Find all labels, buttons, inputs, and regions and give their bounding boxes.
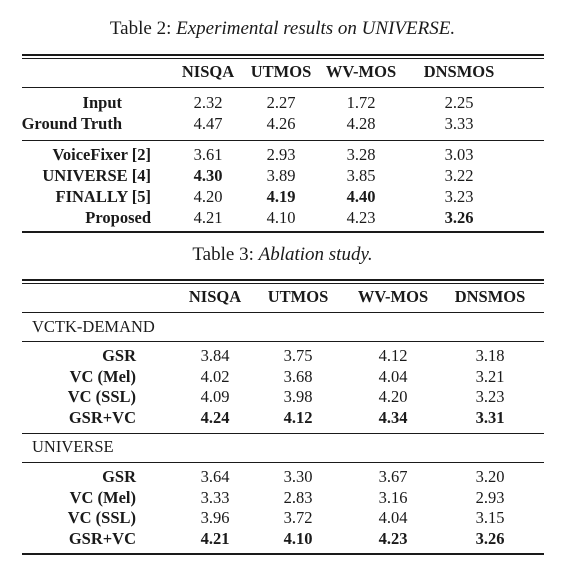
row-label: UNIVERSE [4] [42,166,151,185]
table3-caption-prefix: Table 3: [192,244,254,265]
table-cell: 3.03 [444,145,474,164]
table-cell: 3.33 [444,114,474,133]
table3-top-rule-inner [22,283,544,284]
table-cell: 4.20 [378,387,408,406]
table2-bottom-rule [22,231,544,233]
table-cell: 4.34 [378,407,408,427]
table2-top-rule-inner [22,58,544,59]
table-cell: 3.68 [283,366,313,386]
table-cell: 3.22 [444,166,474,185]
table-cell: 3.16 [378,487,408,507]
table3-section2-title: UNIVERSE [32,437,114,456]
table-cell: 3.33 [200,487,230,507]
table-cell: 4.02 [200,366,230,386]
column-header: NISQA [181,62,235,81]
table3-section-divider [22,433,544,434]
row-label: VoiceFixer [2] [52,145,151,164]
column-header: UTMOS [250,62,312,81]
table-cell: 3.23 [475,387,505,406]
table3-caption: Table 3: Ablation study. [0,244,565,266]
table-cell: 4.40 [346,187,376,206]
table-cell: 2.25 [444,93,474,112]
table3-header-rule [22,312,544,313]
column-header: DNSMOS [423,62,495,81]
table-cell: 3.28 [346,145,376,164]
table-cell: 4.26 [266,114,296,133]
table-cell: 3.72 [283,508,313,527]
table3-caption-title: Ablation study. [258,244,373,265]
row-label: GSR+VC [68,528,136,548]
table-cell: 3.18 [475,346,505,365]
table-cell: 4.21 [200,528,230,548]
column-header: DNSMOS [454,287,526,306]
table-cell: 3.26 [444,208,474,227]
table-cell: 3.75 [283,346,313,365]
table3-top-rule [22,279,544,281]
table3-section1-title: VCTK-DEMAND [32,317,155,336]
table-cell: 3.96 [200,508,230,527]
row-label: VC (Mel) [69,366,136,386]
table-cell: 3.84 [200,346,230,365]
row-label: Ground Truth [21,114,122,133]
table-cell: 2.27 [266,93,296,112]
table-cell: 3.98 [283,387,313,406]
table2-caption: Table 2: Experimental results on UNIVERS… [0,18,565,40]
table-cell: 2.83 [283,487,313,507]
table-cell: 4.28 [346,114,376,133]
table-cell: 4.24 [200,407,230,427]
table2-caption-prefix: Table 2: [109,18,172,39]
table3-section2-rule [22,462,544,463]
column-header: WV-MOS [357,287,429,306]
table-cell: 4.10 [283,528,313,548]
table-cell: 3.20 [475,467,505,486]
table-cell: 4.20 [193,187,223,206]
table2-header-rule [22,87,544,88]
row-label: VC (SSL) [67,508,136,527]
table-cell: 4.10 [266,208,296,227]
row-label: GSR [102,346,136,365]
row-label: FINALLY [5] [55,187,152,206]
table2-caption-title: Experimental results on UNIVERSE. [176,18,456,39]
table2-group-rule [22,140,544,141]
table-cell: 2.32 [193,93,223,112]
table-cell: 4.12 [378,346,408,365]
table-cell: 3.21 [475,366,505,386]
table-cell: 3.61 [193,145,223,164]
table-cell: 4.04 [378,366,408,386]
table-cell: 4.21 [193,208,223,227]
table-cell: 3.85 [346,166,376,185]
column-header: UTMOS [267,287,329,306]
table2-top-rule [22,54,544,56]
table-cell: 3.31 [475,407,505,427]
table-cell: 4.23 [346,208,376,227]
table-cell: 4.30 [193,166,223,185]
table-cell: 3.23 [444,187,474,206]
row-label: GSR+VC [68,407,136,427]
row-label: VC (SSL) [67,387,136,406]
table-cell: 4.12 [283,407,313,427]
table-cell: 4.23 [378,528,408,548]
table-cell: 4.04 [378,508,408,527]
table-cell: 2.93 [266,145,296,164]
table-cell: 4.19 [266,187,296,206]
table-cell: 1.72 [346,93,376,112]
table-cell: 3.30 [283,467,313,486]
table-cell: 3.64 [200,467,230,486]
table-cell: 2.93 [475,487,505,507]
table-cell: 3.26 [475,528,505,548]
row-label: VC (Mel) [69,487,136,507]
column-header: NISQA [188,287,242,306]
table-cell: 3.67 [378,467,408,486]
table3-section1-rule [22,341,544,342]
row-label: Proposed [85,208,151,227]
table3-bottom-rule [22,553,544,555]
column-header: WV-MOS [325,62,397,81]
table-cell: 3.89 [266,166,296,185]
table-cell: 3.15 [475,508,505,527]
table-cell: 4.47 [193,114,223,133]
row-label: Input [82,93,122,112]
row-label: GSR [102,467,136,486]
table-cell: 4.09 [200,387,230,406]
